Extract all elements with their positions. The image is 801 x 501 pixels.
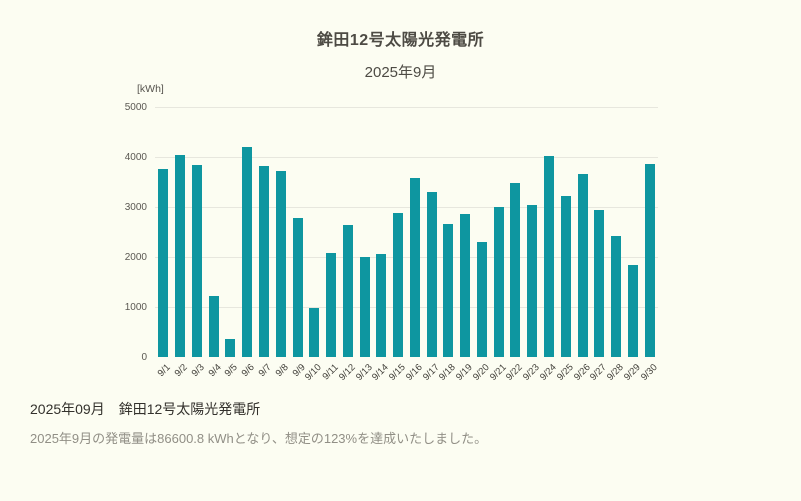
- footer-summary-text: 2025年9月の発電量は86600.8 kWhとなり、想定の123%を達成いたし…: [30, 431, 488, 446]
- bar-chart-plot-area: [155, 107, 658, 357]
- gridline-1000: [155, 307, 658, 308]
- x-tick-label-9/1: 9/1: [156, 362, 174, 380]
- bar-9/24: [544, 155, 555, 357]
- bar-9/29: [627, 264, 638, 357]
- bar-9/15: [393, 212, 404, 357]
- bar-9/4: [208, 296, 219, 357]
- x-tick-label-9/6: 9/6: [239, 362, 257, 380]
- bar-9/26: [577, 173, 588, 357]
- bar-9/17: [426, 192, 437, 357]
- y-tick-label-2000: 2000: [124, 251, 147, 263]
- bar-9/8: [275, 170, 286, 357]
- x-tick-label-9/5: 9/5: [223, 362, 241, 380]
- bar-9/23: [527, 204, 538, 357]
- x-tick-label-9/3: 9/3: [189, 362, 207, 380]
- bar-9/18: [443, 224, 454, 357]
- x-tick-label-9/11: 9/11: [320, 362, 341, 383]
- x-tick-label-9/29: 9/29: [621, 362, 643, 383]
- bar-9/9: [292, 218, 303, 357]
- bar-9/20: [476, 241, 487, 357]
- bar-9/22: [510, 183, 521, 357]
- chart-title: 鉾田12号太陽光発電所: [316, 32, 485, 49]
- bar-9/16: [409, 177, 420, 357]
- x-tick-label-9/12: 9/12: [336, 362, 358, 383]
- y-axis-unit-label: [kWh]: [137, 83, 164, 95]
- gridline-4000: [155, 157, 658, 158]
- x-tick-label-9/20: 9/20: [470, 362, 492, 383]
- x-tick-label-9/2: 9/2: [172, 362, 190, 380]
- gridline-2000: [155, 257, 658, 258]
- y-tick-label-3000: 3000: [124, 201, 147, 213]
- y-tick-label-5000: 5000: [124, 101, 147, 113]
- bar-9/7: [258, 165, 269, 357]
- bar-9/13: [359, 256, 370, 357]
- x-tick-label-9/7: 9/7: [256, 362, 274, 380]
- x-tick-label-9/30: 9/30: [638, 362, 660, 383]
- bar-9/3: [191, 165, 202, 357]
- bar-9/11: [326, 253, 337, 357]
- bar-9/10: [309, 308, 320, 357]
- bar-9/28: [611, 235, 622, 357]
- y-tick-label-0: 0: [141, 351, 147, 363]
- bar-9/6: [242, 147, 253, 357]
- bar-9/27: [594, 209, 605, 357]
- x-tick-label-9/8: 9/8: [273, 362, 291, 380]
- bar-9/25: [560, 195, 571, 357]
- x-tick-label-9/4: 9/4: [206, 362, 224, 380]
- bar-9/30: [644, 163, 655, 357]
- bar-9/14: [376, 254, 387, 357]
- x-tick-label-9/25: 9/25: [554, 362, 576, 383]
- x-tick-label-9/16: 9/16: [403, 362, 425, 383]
- gridline-3000: [155, 207, 658, 208]
- y-tick-label-1000: 1000: [124, 301, 147, 313]
- footer-heading: 2025年09月 鉾田12号太陽光発電所: [30, 401, 261, 417]
- gridline-5000: [155, 107, 658, 108]
- y-tick-label-4000: 4000: [124, 151, 147, 163]
- bar-9/2: [175, 154, 186, 357]
- bar-9/1: [158, 169, 169, 357]
- bar-9/5: [225, 339, 236, 357]
- bar-9/21: [493, 207, 504, 357]
- bar-9/19: [460, 213, 471, 357]
- chart-subtitle: 2025年9月: [364, 64, 437, 81]
- bar-9/12: [342, 224, 353, 357]
